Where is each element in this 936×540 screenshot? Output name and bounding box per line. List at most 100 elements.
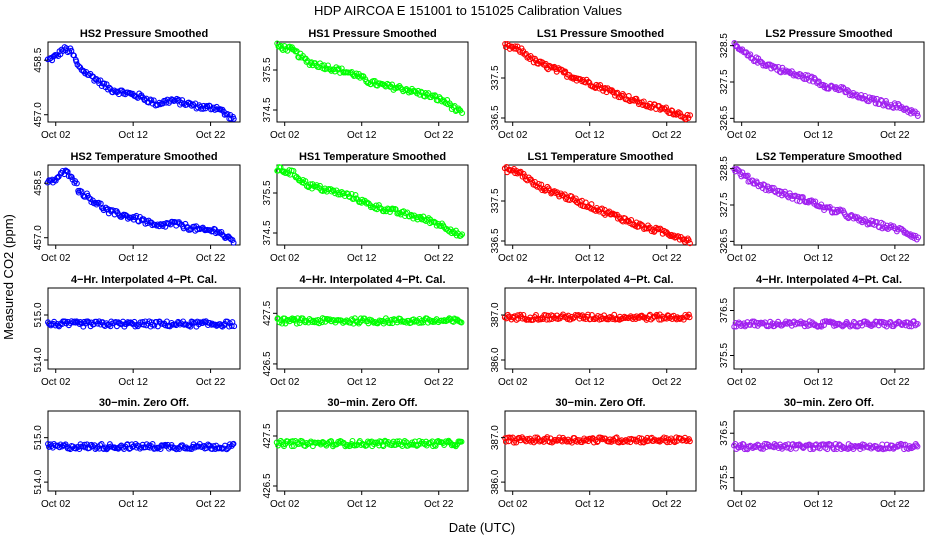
data-point [220, 445, 227, 452]
panel-title: 30−min. Zero Off. [784, 397, 874, 409]
data-point [772, 63, 779, 70]
data-point [597, 82, 604, 88]
panel-15: 30−min. Zero Off. 386.0 387.0 Oct 02 Oct 12 O… [490, 397, 697, 510]
data-point [676, 236, 683, 243]
data-point [907, 231, 914, 238]
x-tick-label: Oct 12 [347, 377, 377, 388]
x-tick-label: Oct 12 [118, 130, 148, 141]
x-tick-label: Oct 22 [880, 130, 910, 141]
data-point [325, 62, 331, 69]
plot-frame [504, 287, 697, 370]
data-point [844, 87, 851, 94]
plot-frame [47, 410, 241, 492]
x-tick-label: Oct 12 [575, 377, 605, 388]
data-points [502, 434, 693, 446]
figure-ylabel: Measured CO2 (ppm) [1, 214, 16, 340]
data-point [209, 320, 216, 327]
data-point [914, 320, 921, 327]
data-point [914, 113, 921, 119]
data-point [293, 320, 300, 327]
data-points [731, 40, 921, 119]
y-tick-label: 336.5 [490, 228, 501, 253]
x-tick-label: Oct 12 [804, 377, 834, 388]
data-point [355, 320, 362, 327]
data-point [687, 240, 693, 247]
data-point [302, 178, 309, 185]
data-point [546, 439, 553, 446]
x-tick-label: Oct 12 [804, 253, 834, 264]
y-tick-label: 515.0 [33, 425, 44, 450]
data-point [547, 63, 554, 70]
data-point [103, 81, 110, 88]
y-tick-label: 427.5 [262, 423, 273, 448]
y-tick-label: 375.5 [262, 57, 273, 82]
data-point [906, 323, 913, 330]
y-tick-label: 376.5 [719, 298, 730, 323]
x-tick-label: Oct 02 [270, 499, 300, 510]
y-tick-label: 457.0 [33, 102, 44, 127]
data-point [119, 212, 126, 219]
y-tick-label: 386.0 [490, 469, 501, 494]
panel-16: 30−min. Zero Off. 375.5 376.5 Oct 02 Oct 12 O… [719, 397, 925, 510]
x-tick-label: Oct 22 [652, 130, 682, 141]
panel-5: HS2 Temperature Smoothed 457.0 458.5 Oct 02… [33, 151, 241, 264]
x-tick-label: Oct 12 [118, 253, 148, 264]
y-tick-label: 328.5 [719, 33, 730, 58]
data-point [522, 315, 529, 322]
data-point [137, 445, 143, 452]
x-tick-label: Oct 12 [575, 253, 605, 264]
data-point [833, 322, 839, 329]
data-point [88, 441, 95, 448]
y-tick-label: 375.5 [719, 343, 730, 368]
data-points [731, 440, 921, 453]
data-point [556, 193, 563, 200]
data-point [54, 174, 61, 181]
plot-frame [47, 164, 241, 246]
panel-12: 4−Hr. Interpolated 4−Pt. Cal. 375.5 376.5 O… [719, 274, 925, 388]
y-tick-label: 375.5 [262, 180, 273, 205]
data-points [273, 437, 465, 450]
panel-11: 4−Hr. Interpolated 4−Pt. Cal. 386.0 387.0 O… [490, 274, 697, 388]
x-tick-label: Oct 02 [498, 130, 528, 141]
figure-xlabel: Date (UTC) [449, 520, 515, 535]
y-tick-label: 336.5 [490, 105, 501, 130]
data-point [457, 232, 464, 239]
data-point [675, 233, 682, 240]
x-tick-label: Oct 02 [498, 253, 528, 264]
y-tick-label: 387.0 [490, 302, 501, 327]
data-point [439, 98, 446, 105]
x-tick-label: Oct 22 [424, 253, 454, 264]
data-point [228, 323, 235, 329]
x-tick-label: Oct 12 [118, 377, 148, 388]
data-point [601, 312, 608, 319]
data-point [572, 195, 579, 202]
panel-title: 30−min. Zero Off. [555, 397, 645, 409]
plot-frame [276, 287, 469, 370]
plot-frame [47, 287, 241, 370]
y-tick-label: 457.0 [33, 225, 44, 250]
data-point [348, 190, 355, 197]
x-tick-label: Oct 12 [347, 130, 377, 141]
data-point [106, 84, 113, 91]
data-point [633, 95, 640, 102]
data-point [428, 219, 435, 226]
data-point [744, 172, 751, 179]
panel-title: LS2 Pressure Smoothed [765, 28, 892, 40]
data-point [744, 446, 751, 453]
x-tick-label: Oct 22 [424, 377, 454, 388]
data-point [532, 182, 539, 189]
data-point [915, 234, 922, 241]
data-point [52, 322, 59, 329]
data-point [354, 319, 361, 326]
data-point [381, 318, 388, 325]
data-point [459, 110, 466, 117]
plot-frame [733, 287, 925, 370]
x-tick-label: Oct 12 [575, 130, 605, 141]
data-point [834, 206, 841, 213]
data-points [731, 318, 921, 330]
x-tick-label: Oct 02 [41, 377, 71, 388]
data-point [784, 444, 791, 451]
data-point [277, 164, 284, 171]
plot-frame [504, 410, 697, 492]
data-point [73, 58, 80, 65]
